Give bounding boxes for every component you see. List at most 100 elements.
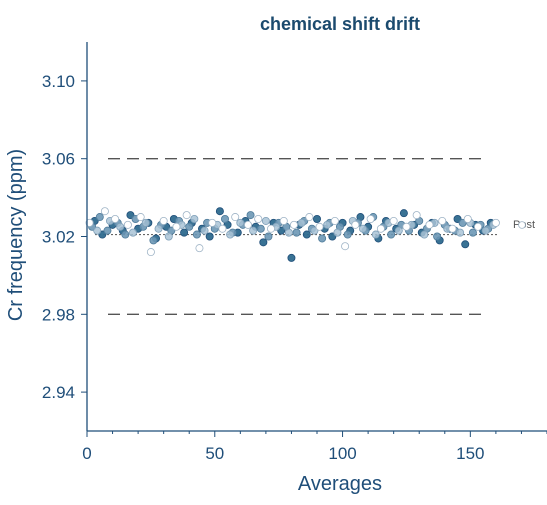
data-point [231,213,240,222]
data-point [103,226,112,235]
data-point [261,216,270,225]
data-point [243,220,252,229]
data-point [330,216,339,225]
x-axis-label: Averages [298,473,382,495]
data-point [433,232,442,241]
data-point [366,214,375,223]
data-point [226,230,235,239]
data-point [468,228,477,237]
data-point [420,230,429,239]
data-point [182,211,191,220]
data-point [195,244,204,253]
data-point [149,236,158,245]
data-point [312,214,321,223]
data-point [116,222,125,231]
data-point [456,228,465,237]
x-tick-label: 100 [328,444,356,463]
data-point [438,216,447,225]
data-point [389,216,398,225]
y-axis-label: Cr frequency (ppm) [5,149,27,321]
data-point [259,238,268,247]
data-point [481,226,490,235]
y-tick-label: 2.98 [42,305,75,324]
data-point [85,218,94,227]
data-point [236,218,245,227]
data-point [180,228,189,237]
data-point [249,226,258,235]
data-point [448,224,457,233]
data-point [461,240,470,249]
data-point [256,224,265,233]
data-point [159,216,168,225]
data-point [402,222,411,231]
data-point [287,253,296,262]
data-point [141,218,150,227]
x-axis-ticks: 0 50 100 150 [82,431,547,463]
data-point [190,214,199,223]
data-point [172,222,181,231]
data-point [200,226,209,235]
data-point [399,209,408,218]
data-point [376,224,385,233]
x-tick-label: 0 [82,444,91,463]
data-point [279,216,288,225]
data-point [136,213,145,222]
y-tick-label: 2.94 [42,383,75,402]
data-point [473,222,482,231]
data-point [412,211,421,220]
data-point [100,207,109,216]
data-point [333,228,342,237]
y-tick-label: 3.02 [42,228,75,247]
data-point [341,242,350,251]
data-point [387,230,396,239]
data-point [154,224,163,233]
data-point [323,220,332,229]
chart-title: chemical shift drift [260,14,420,34]
legend: Post [513,219,535,231]
data-point [95,213,104,222]
data-point [394,226,403,235]
data-point [254,214,263,223]
data-point [264,232,273,241]
data-point [318,234,327,243]
x-tick-label: 50 [205,444,224,463]
data-point [218,224,227,233]
y-axis-ticks: 2.94 2.98 3.02 3.06 3.10 [42,72,87,402]
data-point [315,222,324,231]
data-point [292,228,301,237]
data-point [305,213,314,222]
data-point [343,230,352,239]
data-point [164,232,173,241]
data-point [371,230,380,239]
data-point [146,248,155,257]
data-point [192,230,201,239]
data-point [425,220,434,229]
reference-lines [108,158,487,315]
data-point [93,226,102,235]
data-point [284,228,293,237]
data-point [289,220,298,229]
data-point [302,230,311,239]
data-point [215,207,224,216]
x-tick-label: 150 [456,444,484,463]
data-points [85,207,500,262]
y-tick-label: 3.10 [42,72,75,91]
legend-marker [518,221,526,229]
data-point [208,218,217,227]
data-point [351,220,360,229]
data-point [128,228,137,237]
data-point [491,218,500,227]
data-point [111,214,120,223]
data-point [358,224,367,233]
data-point [205,232,214,241]
data-point [463,214,472,223]
data-point [297,218,306,227]
data-point [185,222,194,231]
data-point [121,230,130,239]
y-tick-label: 3.06 [42,150,75,169]
data-point [246,211,255,220]
data-point [123,220,132,229]
data-point [266,224,275,233]
